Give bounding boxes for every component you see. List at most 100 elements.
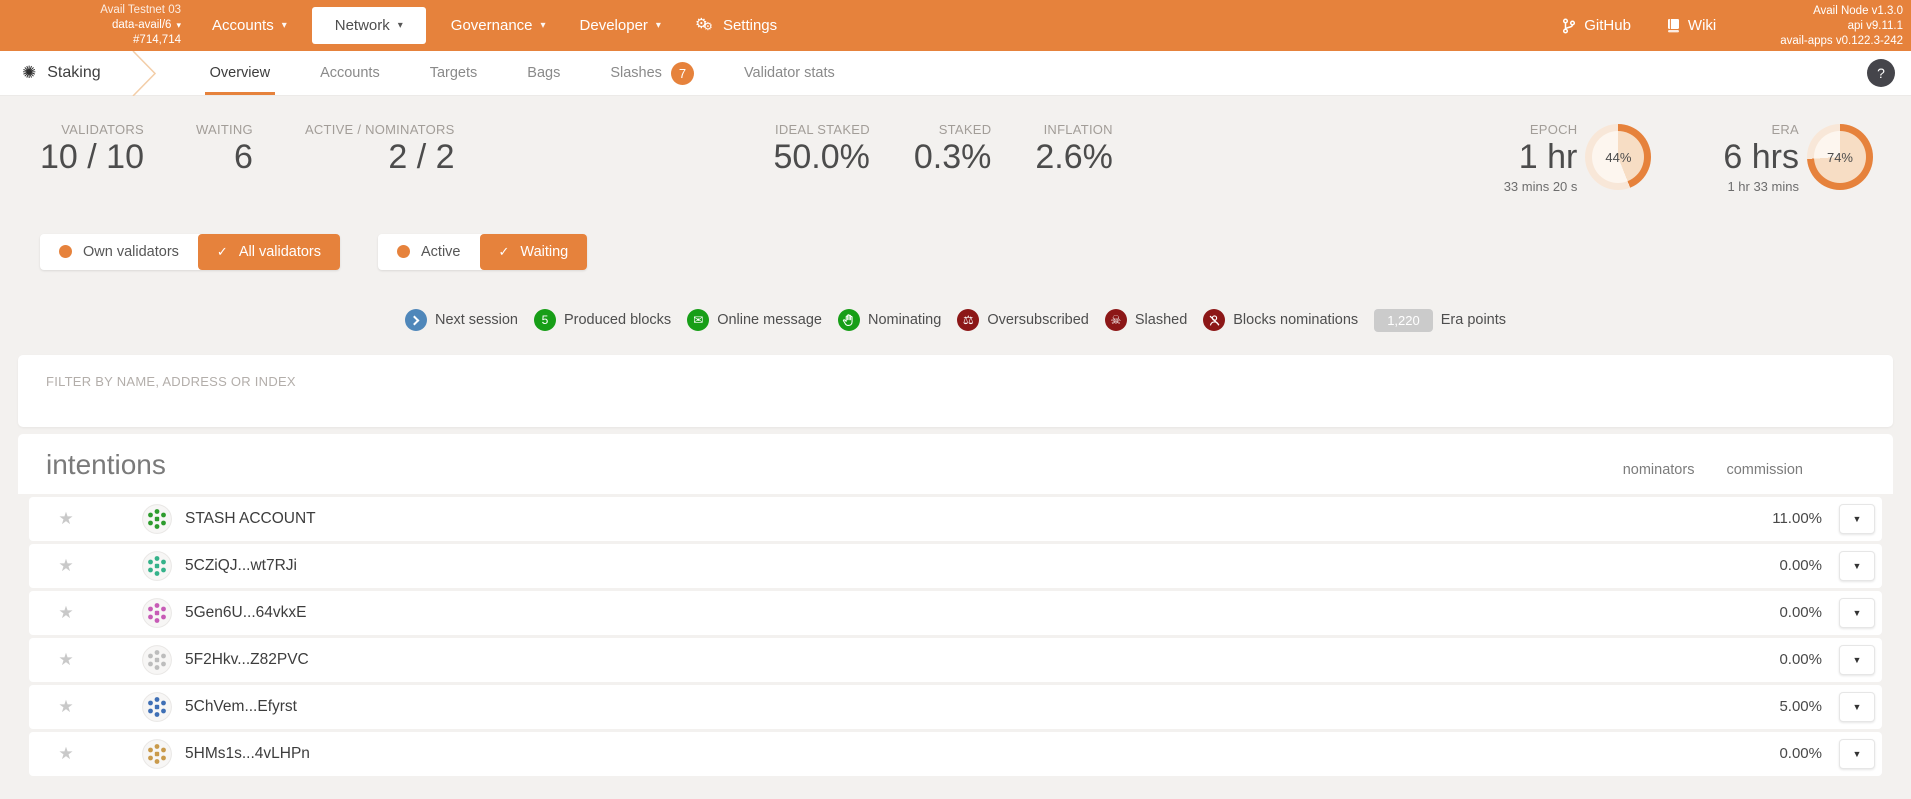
tab-validator-stats[interactable]: Validator stats xyxy=(743,65,835,81)
help-button[interactable]: ? xyxy=(1867,59,1895,87)
summary-era: ERA 6 hrs 1 hr 33 mins 74% xyxy=(1723,122,1873,194)
expand-row-button[interactable]: ▼ xyxy=(1839,597,1875,628)
book-icon xyxy=(1667,19,1679,33)
chevron-separator xyxy=(132,51,156,96)
filter-input[interactable] xyxy=(18,362,1893,400)
staking-summary: VALIDATORS 10 / 10 WAITING 6 ACTIVE / NO… xyxy=(0,96,1911,194)
favorite-star-icon[interactable]: ★ xyxy=(58,555,74,575)
table-row: ★ STASH ACCOUNT 11.00% ▼ xyxy=(29,496,1882,541)
network-selector[interactable]: Avail Testnet 03 data-avail/6 ▾ #714,714 xyxy=(0,3,195,48)
table-header: intentions nominators commission xyxy=(18,433,1893,494)
scales-icon: ⚖ xyxy=(957,309,980,332)
chevron-down-icon: ▾ xyxy=(397,20,403,31)
git-branch-icon xyxy=(1563,17,1576,34)
tab-overview[interactable]: Overview xyxy=(185,51,295,95)
validator-name: 5F2Hkv...Z82PVC xyxy=(185,650,309,668)
table-row: ★ 5CZiQJ...wt7RJi 0.00% ▼ xyxy=(29,543,1882,588)
validator-state-toggle: Active ✓ Waiting xyxy=(378,233,588,270)
table-rows: ★ STASH ACCOUNT 11.00% ▼ ★ 5CZiQJ...wt7R… xyxy=(18,494,1893,776)
check-icon: ✓ xyxy=(498,243,510,259)
validator-scope-toggle: Own validators ✓ All validators xyxy=(40,233,341,270)
status-legend: Next session 5 Produced blocks ✉ Online … xyxy=(0,308,1911,332)
points-badge: 1,220 xyxy=(1374,308,1433,332)
expand-row-button[interactable]: ▼ xyxy=(1839,691,1875,722)
expand-row-button[interactable]: ▼ xyxy=(1839,503,1875,534)
table-title: intentions xyxy=(46,448,166,480)
summary-active-nominators: ACTIVE / NOMINATORS 2 / 2 xyxy=(304,122,455,176)
own-validators-button[interactable]: Own validators xyxy=(40,234,198,270)
chevron-right-icon xyxy=(404,309,427,332)
commission-value: 0.00% xyxy=(1779,604,1822,622)
github-link[interactable]: GitHub xyxy=(1544,17,1649,34)
hand-icon xyxy=(837,309,860,332)
expand-row-button[interactable]: ▼ xyxy=(1839,644,1875,675)
chevron-down-icon: ▾ xyxy=(655,20,661,31)
caret-down-icon: ▼ xyxy=(1852,560,1862,571)
staking-icon: ✺ xyxy=(22,63,37,82)
identicon[interactable] xyxy=(142,644,172,675)
count-badge-icon: 5 xyxy=(533,309,556,332)
waiting-button[interactable]: ✓ Waiting xyxy=(479,233,588,270)
summary-waiting: WAITING 6 xyxy=(195,122,253,176)
table-row: ★ 5Gen6U...64vkxE 0.00% ▼ xyxy=(29,590,1882,635)
expand-row-button[interactable]: ▼ xyxy=(1839,550,1875,581)
validator-name: 5ChVem...Efyrst xyxy=(185,697,297,715)
identicon[interactable] xyxy=(142,597,172,628)
intentions-table: intentions nominators commission ★ STASH… xyxy=(18,433,1893,776)
legend-slashed: ☠ Slashed xyxy=(1104,309,1187,332)
caret-down-icon: ▼ xyxy=(1852,654,1862,665)
table-row: ★ 5HMs1s...4vLHPn 0.00% ▼ xyxy=(29,731,1882,776)
favorite-star-icon[interactable]: ★ xyxy=(58,649,74,669)
menu-settings[interactable]: ⚙ ⚙ Settings xyxy=(694,14,778,35)
wiki-link[interactable]: Wiki xyxy=(1649,17,1734,34)
column-nominators: nominators xyxy=(1622,461,1695,478)
chevron-down-icon: ▾ xyxy=(281,20,287,31)
identicon[interactable] xyxy=(142,691,172,722)
section-label: Staking xyxy=(47,64,101,81)
summary-inflation: INFLATION 2.6% xyxy=(1035,122,1113,176)
menu-network[interactable]: Network ▾ xyxy=(311,7,426,44)
tab-bags[interactable]: Bags xyxy=(527,65,561,81)
chevron-down-icon: ▾ xyxy=(176,19,181,30)
menu-developer[interactable]: Developer ▾ xyxy=(579,17,661,34)
question-icon: ? xyxy=(1877,65,1885,81)
favorite-star-icon[interactable]: ★ xyxy=(58,508,74,528)
validator-name: 5CZiQJ...wt7RJi xyxy=(185,556,297,574)
tab-targets[interactable]: Targets xyxy=(429,65,478,81)
network-name: Avail Testnet 03 xyxy=(100,4,181,17)
summary-validators: VALIDATORS 10 / 10 xyxy=(40,122,144,176)
favorite-star-icon[interactable]: ★ xyxy=(58,696,74,716)
expand-row-button[interactable]: ▼ xyxy=(1839,738,1875,769)
menu-governance[interactable]: Governance ▾ xyxy=(450,17,546,34)
chevron-down-icon: ▾ xyxy=(540,20,546,31)
favorite-star-icon[interactable]: ★ xyxy=(58,743,74,763)
legend-era-points: 1,220 Era points xyxy=(1374,308,1506,332)
tab-slashes[interactable]: Slashes 7 xyxy=(585,51,719,95)
dot-icon xyxy=(397,245,411,259)
epoch-progress-ring: 44% xyxy=(1585,124,1652,190)
favorite-star-icon[interactable]: ★ xyxy=(58,602,74,622)
active-button[interactable]: Active xyxy=(378,234,480,270)
identicon[interactable] xyxy=(142,550,172,581)
dot-icon xyxy=(59,245,72,259)
era-progress-ring: 74% xyxy=(1806,124,1873,190)
commission-value: 5.00% xyxy=(1779,698,1822,716)
identicon[interactable] xyxy=(142,503,172,534)
all-validators-button[interactable]: ✓ All validators xyxy=(197,233,341,270)
summary-ideal-staked: IDEAL STAKED 50.0% xyxy=(773,122,870,176)
table-row: ★ 5F2Hkv...Z82PVC 0.00% ▼ xyxy=(29,637,1882,682)
api-version: api v9.11.1 xyxy=(1847,20,1903,33)
validator-name: 5Gen6U...64vkxE xyxy=(185,603,307,621)
column-commission: commission xyxy=(1726,461,1803,478)
menu-accounts[interactable]: Accounts ▾ xyxy=(212,17,287,34)
apps-version: avail-apps v0.122.3-242 xyxy=(1780,34,1903,47)
summary-epoch: EPOCH 1 hr 33 mins 20 s 44% xyxy=(1504,122,1652,194)
tab-accounts[interactable]: Accounts xyxy=(320,65,380,81)
legend-online-message: ✉ Online message xyxy=(687,309,822,332)
skull-icon: ☠ xyxy=(1104,309,1127,332)
identicon[interactable] xyxy=(142,738,172,769)
top-nav-bar: Avail Testnet 03 data-avail/6 ▾ #714,714… xyxy=(0,0,1911,51)
block-number: #714,714 xyxy=(133,33,181,46)
commission-value: 11.00% xyxy=(1772,510,1822,528)
commission-value: 0.00% xyxy=(1779,745,1822,763)
